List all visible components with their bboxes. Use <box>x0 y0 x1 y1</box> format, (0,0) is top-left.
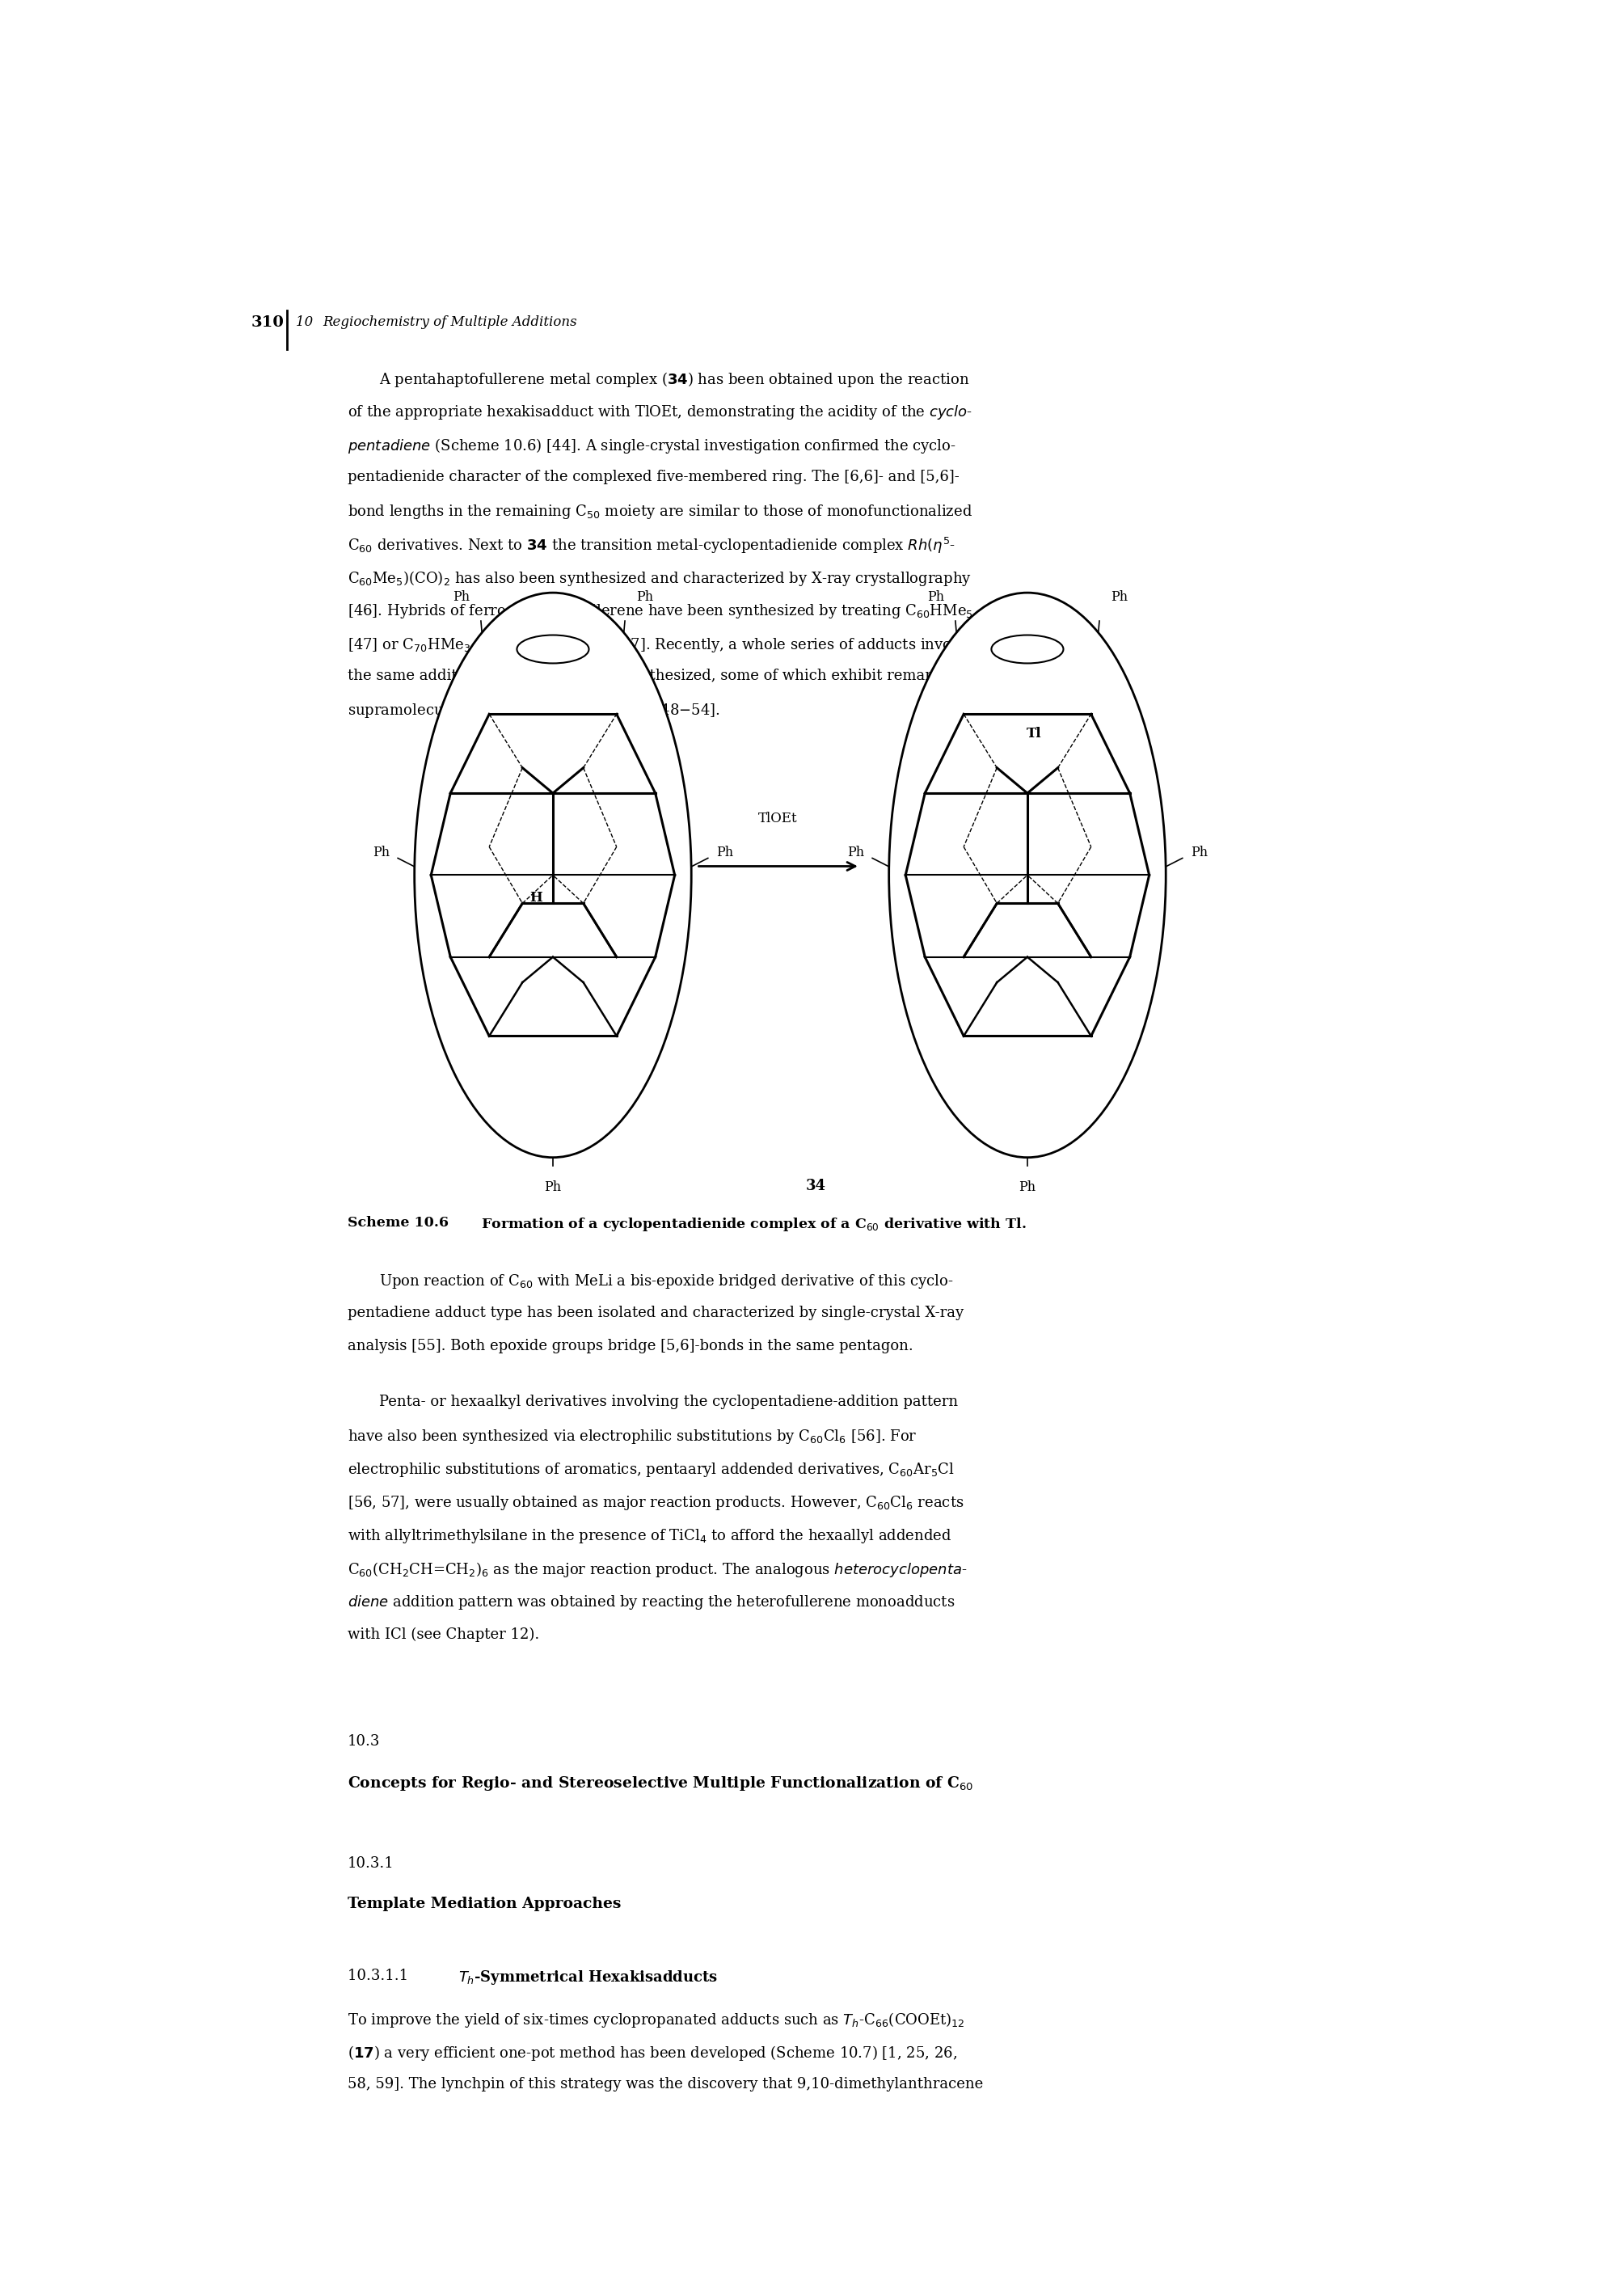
Text: Ph: Ph <box>453 591 469 605</box>
Text: pentadiene adduct type has been isolated and characterized by single-crystal X-r: pentadiene adduct type has been isolated… <box>348 1306 963 1320</box>
Ellipse shape <box>888 594 1166 1157</box>
Text: bond lengths in the remaining C$_{50}$ moiety are similar to those of monofuncti: bond lengths in the remaining C$_{50}$ m… <box>348 502 973 520</box>
Text: C$_{60}$(CH$_2$CH=CH$_2$)$_6$ as the major reaction product. The analogous $\mat: C$_{60}$(CH$_2$CH=CH$_2$)$_6$ as the maj… <box>348 1561 968 1579</box>
Text: supramolecular and materials properties [48$-$54].: supramolecular and materials properties … <box>348 701 721 720</box>
Text: 10.3.1: 10.3.1 <box>348 1857 395 1870</box>
Text: $T_h$-Symmetrical Hexakisadducts: $T_h$-Symmetrical Hexakisadducts <box>458 1969 718 1987</box>
Text: Concepts for Regio- and Stereoselective Multiple Functionalization of C$_{60}$: Concepts for Regio- and Stereoselective … <box>348 1774 974 1792</box>
Text: Scheme 10.6: Scheme 10.6 <box>348 1215 448 1229</box>
Text: Penta- or hexaalkyl derivatives involving the cyclopentadiene-addition pattern: Penta- or hexaalkyl derivatives involvin… <box>380 1394 958 1410</box>
Text: 10: 10 <box>296 316 322 330</box>
Text: 10.3: 10.3 <box>348 1735 380 1749</box>
Text: with allyltrimethylsilane in the presence of TiCl$_4$ to afford the hexaallyl ad: with allyltrimethylsilane in the presenc… <box>348 1526 952 1545</box>
Text: 58, 59]. The lynchpin of this strategy was the discovery that 9,10-dimethylanthr: 58, 59]. The lynchpin of this strategy w… <box>348 2077 983 2090</box>
Text: Ph: Ph <box>1018 1180 1036 1194</box>
Text: $\mathit{pentadiene}$ (Scheme 10.6) [44]. A single-crystal investigation confirm: $\mathit{pentadiene}$ (Scheme 10.6) [44]… <box>348 438 957 456</box>
Text: the same addition pattern have been synthesized, some of which exhibit remarkabl: the same addition pattern have been synt… <box>348 669 973 683</box>
Text: Ph: Ph <box>927 591 944 605</box>
Ellipse shape <box>414 594 692 1157</box>
Text: ($\mathbf{17}$) a very efficient one-pot method has been developed (Scheme 10.7): ($\mathbf{17}$) a very efficient one-pot… <box>348 2044 957 2063</box>
Text: analysis [55]. Both epoxide groups bridge [5,6]-bonds in the same pentagon.: analysis [55]. Both epoxide groups bridg… <box>348 1339 913 1352</box>
Ellipse shape <box>991 635 1064 662</box>
Text: Regiochemistry of Multiple Additions: Regiochemistry of Multiple Additions <box>323 316 577 330</box>
Text: C$_{60}$Me$_5$)(CO)$_2$ has also been synthesized and characterized by X-ray cry: C$_{60}$Me$_5$)(CO)$_2$ has also been sy… <box>348 568 971 589</box>
Text: H: H <box>529 892 542 905</box>
Text: [47] or C$_{70}$HMe$_3$ with [FeCp(CO)$_2$]$_2$ [47]. Recently, a whole series o: [47] or C$_{70}$HMe$_3$ with [FeCp(CO)$_… <box>348 635 989 656</box>
Text: Ph: Ph <box>637 591 653 605</box>
Text: [56, 57], were usually obtained as major reaction products. However, C$_{60}$Cl$: [56, 57], were usually obtained as major… <box>348 1494 965 1513</box>
Text: $\mathit{diene}$ addition pattern was obtained by reacting the heterofullerene m: $\mathit{diene}$ addition pattern was ob… <box>348 1593 955 1611</box>
Ellipse shape <box>516 635 590 662</box>
Text: TlOEt: TlOEt <box>758 811 797 825</box>
Text: have also been synthesized via electrophilic substitutions by C$_{60}$Cl$_6$ [56: have also been synthesized via electroph… <box>348 1428 918 1446</box>
Text: Ph: Ph <box>848 846 864 860</box>
Text: Template Mediation Approaches: Template Mediation Approaches <box>348 1898 622 1912</box>
Text: 310: 310 <box>250 316 284 330</box>
Text: A pentahaptofullerene metal complex ($\mathbf{34}$) has been obtained upon the r: A pentahaptofullerene metal complex ($\m… <box>380 371 970 390</box>
Text: Ph: Ph <box>544 1180 562 1194</box>
Text: Ph: Ph <box>372 846 390 860</box>
Text: 10.3.1.1: 10.3.1.1 <box>348 1969 417 1983</box>
Text: Ph: Ph <box>1111 591 1127 605</box>
Text: electrophilic substitutions of aromatics, pentaaryl addended derivatives, C$_{60: electrophilic substitutions of aromatics… <box>348 1460 955 1478</box>
Text: with ICl (see Chapter 12).: with ICl (see Chapter 12). <box>348 1627 539 1641</box>
Text: of the appropriate hexakisadduct with TlOEt, demonstrating the acidity of the $\: of the appropriate hexakisadduct with Tl… <box>348 403 973 422</box>
Text: pentadienide character of the complexed five-membered ring. The [6,6]- and [5,6]: pentadienide character of the complexed … <box>348 470 960 484</box>
Text: C$_{60}$ derivatives. Next to $\mathbf{34}$ the transition metal-cyclopentadieni: C$_{60}$ derivatives. Next to $\mathbf{3… <box>348 536 955 555</box>
Text: Tl: Tl <box>1026 727 1043 740</box>
Text: Upon reaction of C$_{60}$ with MeLi a bis-epoxide bridged derivative of this cyc: Upon reaction of C$_{60}$ with MeLi a bi… <box>380 1272 953 1290</box>
Text: [46]. Hybrids of ferrocene and fullerene have been synthesized by treating C$_{6: [46]. Hybrids of ferrocene and fullerene… <box>348 603 973 621</box>
Text: Ph: Ph <box>1190 846 1208 860</box>
Text: 34: 34 <box>806 1178 827 1194</box>
Text: To improve the yield of six-times cyclopropanated adducts such as $T_h$-C$_{66}$: To improve the yield of six-times cyclop… <box>348 2010 965 2028</box>
Text: Formation of a cyclopentadienide complex of a C$_{60}$ derivative with Tl.: Formation of a cyclopentadienide complex… <box>471 1215 1026 1233</box>
Text: Ph: Ph <box>716 846 734 860</box>
